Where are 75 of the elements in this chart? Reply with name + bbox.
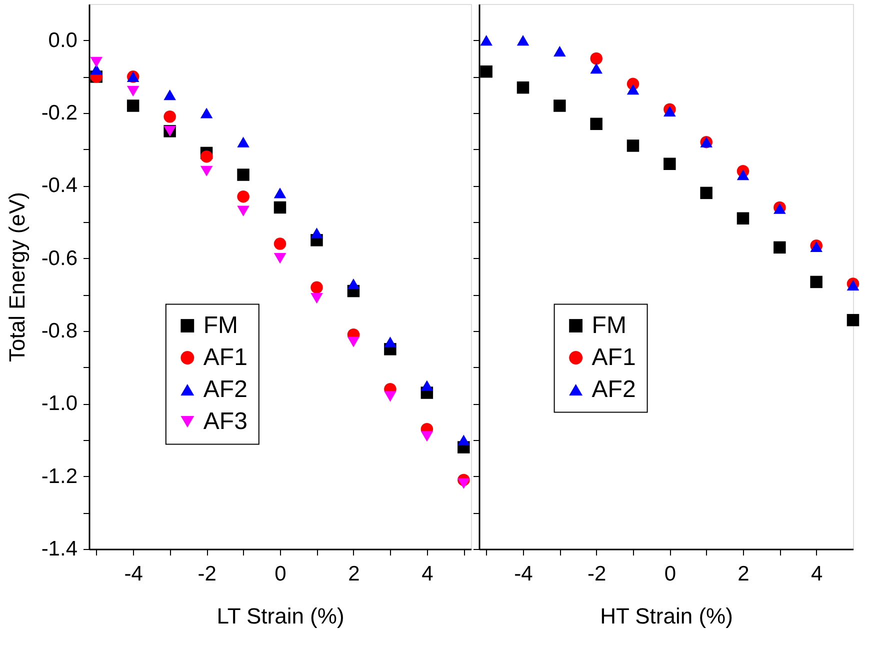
point [200,108,213,118]
point [516,35,530,46]
point [274,201,286,214]
point [664,158,676,170]
point [237,206,250,216]
point [90,64,102,75]
point [458,434,470,446]
point [90,56,102,68]
legend-label: AF2 [203,376,248,403]
point [664,106,676,116]
x-tick-label: -4 [514,562,534,586]
point [126,86,140,97]
y-axis-title: Total Energy (eV) [4,192,30,362]
text: -1.2 [41,464,78,488]
y-tick-label: -0.8 [41,320,78,342]
x-axis-title: HT Strain (%) [600,604,733,628]
text: 0.0 [48,28,78,52]
point [310,292,323,304]
x-tick-label: 0 [274,562,286,586]
point [237,168,250,181]
legend-label: AF1 [203,344,248,371]
point [774,241,786,254]
point [590,63,602,74]
point [736,212,750,224]
y-tick-label: -1.4 [41,538,78,560]
point [810,276,822,288]
legend-label: AF3 [203,408,248,435]
point [274,238,286,250]
point [347,278,360,290]
x-tick-label: 2 [738,562,750,586]
point [554,46,566,57]
point [200,166,213,176]
y-tick-label: -0.2 [41,102,78,124]
point [420,380,434,391]
y-tick-label: -0.6 [41,246,78,270]
point [626,140,640,152]
point [590,118,602,130]
x-tick-label: -2 [198,562,216,586]
point [237,190,250,203]
point [626,84,640,95]
point [480,65,492,78]
legend-label: AF2 [592,376,636,403]
point [590,52,602,65]
point [126,100,140,112]
x-tick-label: -2 [587,562,606,586]
text: -1.0 [41,392,78,416]
point [274,188,286,198]
point [700,186,712,200]
point [164,110,176,123]
point [164,90,176,100]
point [516,81,530,94]
point [480,35,492,46]
x-axis-title: LT Strain (%) [216,604,344,628]
point [736,169,750,180]
point [200,150,213,163]
point [846,314,860,326]
legend-label: FM [592,312,626,339]
point [420,431,434,442]
x-tick-label: 0 [664,562,676,586]
point [554,100,566,112]
point [310,281,323,294]
point [347,336,360,348]
x-tick-label: 2 [348,562,360,586]
x-tick-label: 4 [810,562,823,586]
point [384,336,396,348]
y-tick-label: -0.4 [41,174,78,198]
point [274,253,286,264]
point [458,478,470,489]
x-tick-label: 4 [422,562,434,586]
point [310,228,323,238]
legend-label: AF1 [592,344,636,371]
x-tick-label: -4 [124,562,144,586]
legend-label: FM [203,312,238,339]
point [237,136,250,148]
point [384,391,396,402]
